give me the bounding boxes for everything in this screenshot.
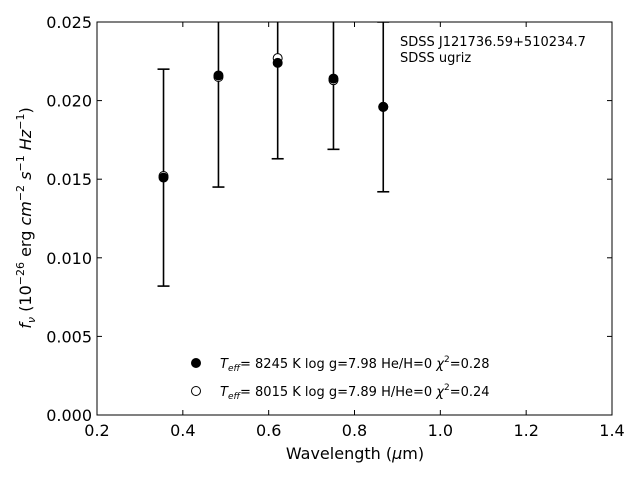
legend: Teff= 8245 K log g=7.98 He/H=0 χ2=0.28 T… — [191, 355, 490, 402]
x-tick-label: 0.8 — [342, 421, 367, 440]
legend-label-open: Teff= 8015 K log g=7.89 H/He=0 χ2=0.24 — [220, 383, 490, 402]
data-point-filled — [272, 57, 283, 68]
y-tick-label: 0.020 — [46, 92, 92, 111]
x-axis-ticks: 0.2 0.4 0.6 0.8 1.0 1.2 1.4 — [84, 22, 625, 440]
error-bars — [157, 22, 390, 287]
y-axis-label: fν (10−26 erg cm−2 s−1 Hz−1) — [14, 107, 38, 328]
data-markers — [158, 53, 389, 183]
object-name-annotation: SDSS J121736.59+510234.7 — [400, 35, 586, 50]
y-tick-label: 0.025 — [46, 13, 92, 32]
data-point-filled — [328, 73, 339, 84]
legend-marker-filled — [191, 358, 201, 368]
y-tick-label: 0.000 — [46, 406, 92, 425]
y-tick-label: 0.005 — [46, 327, 92, 346]
data-point-filled — [213, 70, 224, 81]
x-tick-label: 1.0 — [428, 421, 453, 440]
data-point-filled — [158, 172, 169, 183]
x-tick-label: 0.2 — [84, 421, 109, 440]
y-axis-ticks: 0.000 0.005 0.010 0.015 0.020 0.025 — [46, 13, 612, 425]
x-axis-label: Wavelength (μm) — [286, 444, 424, 463]
survey-annotation: SDSS ugriz — [400, 51, 471, 66]
legend-marker-open — [191, 386, 201, 396]
legend-label-filled: Teff= 8245 K log g=7.98 He/H=0 χ2=0.28 — [220, 355, 490, 374]
data-point-filled — [378, 101, 389, 112]
x-tick-label: 0.4 — [170, 421, 195, 440]
x-tick-label: 1.2 — [513, 421, 538, 440]
y-tick-label: 0.015 — [46, 170, 92, 189]
x-tick-label: 1.4 — [599, 421, 624, 440]
y-tick-label: 0.010 — [46, 249, 92, 268]
x-tick-label: 0.6 — [256, 421, 281, 440]
